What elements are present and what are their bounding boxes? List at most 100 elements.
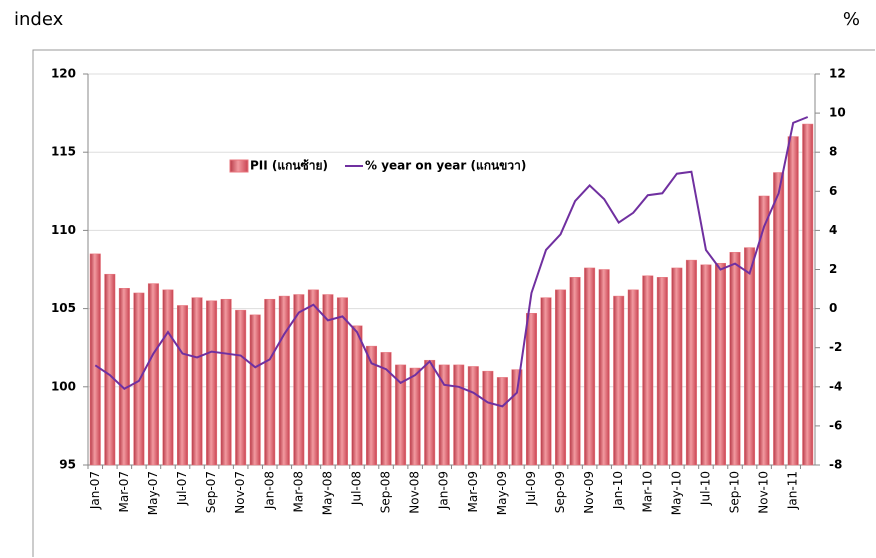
bar bbox=[336, 297, 348, 466]
x-tick-label: Mar-10 bbox=[640, 471, 654, 512]
bar bbox=[467, 366, 479, 466]
y2-tick-label: 12 bbox=[829, 67, 846, 81]
y2-tick-label: 2 bbox=[829, 262, 837, 276]
x-tick-label: May-08 bbox=[320, 471, 334, 515]
legend: PII (แกนซ้าย) % year on year (แกนขวา) bbox=[229, 159, 526, 173]
x-tick-label: Nov-08 bbox=[408, 471, 422, 514]
x-tick-label: Jul-08 bbox=[349, 471, 363, 506]
legend-swatch bbox=[229, 159, 249, 173]
bar bbox=[656, 277, 668, 466]
x-tick-label: Jul-07 bbox=[175, 471, 189, 506]
bar bbox=[496, 377, 508, 466]
bar bbox=[206, 300, 218, 466]
bar bbox=[177, 305, 188, 466]
y-tick-label: 115 bbox=[51, 145, 76, 159]
x-tick-label: Jan-10 bbox=[611, 471, 625, 510]
bar bbox=[700, 264, 712, 466]
bar bbox=[147, 283, 159, 466]
bar bbox=[511, 369, 523, 466]
y-tick-label: 120 bbox=[51, 67, 76, 81]
x-tick-label: May-10 bbox=[669, 471, 683, 515]
x-tick-label: Mar-09 bbox=[466, 471, 480, 512]
bar bbox=[569, 277, 581, 466]
bar bbox=[249, 314, 261, 466]
bar bbox=[555, 289, 567, 466]
x-tick-label: Nov-07 bbox=[233, 471, 247, 514]
bar bbox=[685, 259, 697, 466]
x-tick-label: Sep-09 bbox=[553, 471, 567, 513]
bar bbox=[424, 359, 436, 466]
x-tick-label: Sep-08 bbox=[379, 471, 393, 513]
bar bbox=[307, 289, 319, 466]
x-tick-label: Mar-07 bbox=[117, 471, 131, 512]
bar bbox=[671, 267, 683, 466]
y2-axis-unit: % bbox=[843, 9, 860, 30]
x-tick-label: Nov-09 bbox=[582, 471, 596, 514]
x-tick-label: Nov-10 bbox=[757, 471, 771, 514]
bar bbox=[191, 297, 203, 466]
legend-label: % year on year (แกนขวา) bbox=[365, 159, 526, 173]
x-tick-label: Jan-07 bbox=[88, 471, 102, 510]
bar bbox=[409, 367, 421, 466]
x-tick-label: Jan-08 bbox=[262, 471, 276, 510]
bar bbox=[118, 288, 130, 466]
line bbox=[94, 116, 809, 408]
x-tick-label: Jul-09 bbox=[524, 471, 538, 506]
y2-tick-label: 8 bbox=[829, 145, 837, 159]
y2-tick-label: -6 bbox=[829, 418, 842, 432]
bar bbox=[453, 364, 465, 466]
x-tick-label: May-09 bbox=[495, 471, 509, 515]
frame bbox=[32, 49, 875, 557]
bar bbox=[584, 267, 596, 466]
y2-tick-label: 0 bbox=[829, 301, 837, 315]
x-tick-label: May-07 bbox=[146, 471, 160, 515]
x-tick-label: Jan-09 bbox=[437, 471, 451, 510]
y2-tick-label: -4 bbox=[829, 379, 842, 393]
bar bbox=[729, 252, 741, 466]
y2-tick-label: -2 bbox=[829, 340, 842, 354]
bar bbox=[366, 345, 378, 466]
x-tick-label: Jul-10 bbox=[698, 471, 712, 506]
bar bbox=[395, 364, 407, 466]
y-tick-label: 100 bbox=[51, 379, 76, 393]
y-axis-unit: index bbox=[14, 9, 64, 30]
bar bbox=[482, 370, 494, 466]
x-tick-label: Mar-08 bbox=[291, 471, 305, 512]
bar bbox=[598, 269, 610, 466]
bar bbox=[642, 275, 654, 466]
bar bbox=[235, 309, 247, 466]
x-tick-label: Jan-11 bbox=[786, 471, 800, 510]
bar bbox=[744, 247, 756, 466]
bar bbox=[773, 172, 785, 466]
bar bbox=[89, 253, 101, 466]
y2-tick-label: 6 bbox=[829, 184, 837, 198]
bar bbox=[220, 298, 232, 466]
bar bbox=[162, 289, 174, 466]
y-tick-label: 105 bbox=[51, 301, 76, 315]
y2-tick-label: -8 bbox=[829, 458, 842, 472]
bar bbox=[264, 298, 276, 466]
bar bbox=[540, 297, 552, 466]
bar bbox=[351, 325, 363, 466]
bar bbox=[380, 352, 392, 466]
y2-tick-label: 10 bbox=[829, 106, 846, 120]
y-tick-label: 110 bbox=[51, 223, 76, 237]
bar bbox=[627, 289, 639, 466]
bar bbox=[758, 195, 770, 466]
bar bbox=[525, 313, 537, 466]
bar bbox=[715, 262, 726, 466]
bar bbox=[802, 123, 814, 466]
x-tick-label: Sep-10 bbox=[728, 471, 742, 513]
bar bbox=[104, 273, 116, 466]
bar bbox=[438, 364, 450, 466]
bar bbox=[278, 295, 290, 466]
y2-tick-label: 4 bbox=[829, 223, 837, 237]
bar bbox=[787, 136, 799, 466]
x-tick-label: Sep-07 bbox=[204, 471, 218, 513]
legend-label: PII (แกนซ้าย) bbox=[250, 159, 328, 173]
bar bbox=[613, 295, 625, 466]
bar bbox=[322, 294, 334, 466]
bar bbox=[293, 294, 305, 466]
y-tick-label: 95 bbox=[59, 458, 76, 472]
